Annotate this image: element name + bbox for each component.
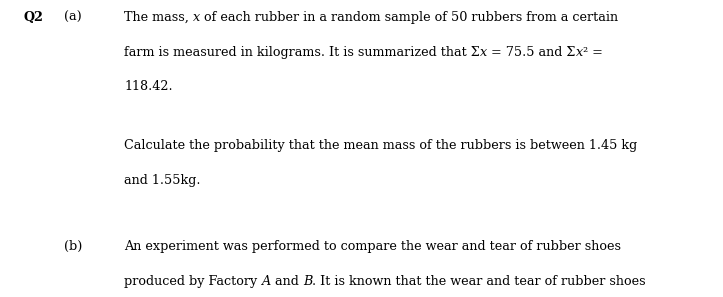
Text: Q2: Q2 [23, 11, 43, 24]
Text: = 75.5 and Σ: = 75.5 and Σ [487, 45, 576, 59]
Text: (a): (a) [64, 11, 82, 24]
Text: x: x [193, 11, 200, 24]
Text: farm is measured in kilograms. It is summarized that Σ: farm is measured in kilograms. It is sum… [124, 45, 480, 59]
Text: (b): (b) [64, 240, 82, 253]
Text: of each rubber in a random sample of 50 rubbers from a certain: of each rubber in a random sample of 50 … [200, 11, 619, 24]
Text: An experiment was performed to compare the wear and tear of rubber shoes: An experiment was performed to compare t… [124, 240, 621, 253]
Text: ² =: ² = [583, 45, 603, 59]
Text: B: B [303, 275, 312, 288]
Text: The mass,: The mass, [124, 11, 193, 24]
Text: x: x [480, 45, 487, 59]
Text: and: and [271, 275, 303, 288]
Text: A: A [262, 275, 271, 288]
Text: and 1.55kg.: and 1.55kg. [124, 174, 201, 187]
Text: x: x [576, 45, 583, 59]
Text: 118.42.: 118.42. [124, 80, 173, 93]
Text: . It is known that the wear and tear of rubber shoes: . It is known that the wear and tear of … [312, 275, 646, 288]
Text: Calculate the probability that the mean mass of the rubbers is between 1.45 kg: Calculate the probability that the mean … [124, 139, 638, 152]
Text: produced by Factory: produced by Factory [124, 275, 262, 288]
